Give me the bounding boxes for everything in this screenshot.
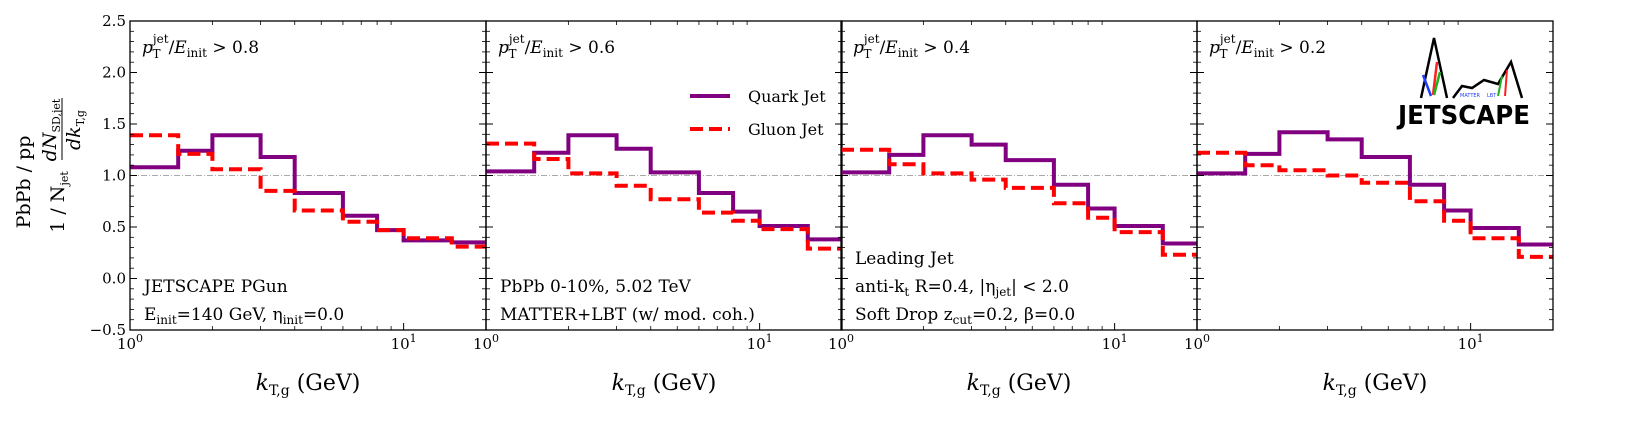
x-axis-title: kT,g (GeV)	[1323, 371, 1428, 399]
annotation-line: anti-kt R=0.4, |ηjet| < 2.0	[855, 277, 1069, 299]
x-tick-label: 101	[391, 332, 417, 353]
svg-text:1 / Njet: 1 / Njet	[47, 171, 71, 233]
logo-small-label: MATTER	[1460, 93, 1481, 99]
annotation-line: MATTER+LBT (w/ mod. coh.)	[500, 305, 755, 325]
y-title-quantity: 1 / Njet dNSD,jet dkT,g	[39, 98, 87, 233]
panel-3: 100 101 kT,g (GeV) pjet T/Einit > 0.4 Leading…	[828, 20, 1198, 399]
x-tick-label: 101	[1102, 332, 1128, 353]
logo-blue-line-icon	[1421, 74, 1433, 97]
x-tick-label: 100	[1184, 332, 1210, 353]
y-tick-label: 2.5	[102, 12, 126, 30]
x-axis-title: kT,g (GeV)	[612, 371, 717, 399]
annotation-line: Einit=140 GeV, ηinit=0.0	[144, 305, 344, 327]
gluon-jet-series	[1197, 150, 1553, 259]
logo-text: JETSCAPE	[1396, 101, 1530, 131]
cut-label: pjet T/Einit > 0.8	[142, 32, 259, 61]
x-axis-title: kT,g (GeV)	[967, 371, 1072, 399]
annotation-line: Leading Jet	[855, 249, 954, 269]
logo-red-line-2-icon	[1504, 69, 1508, 97]
panel-4: 100 101 kT,g (GeV) pjet T/Einit > 0.2	[1184, 20, 1554, 399]
jetscape-logo: MATTER LBT JETSCAPE	[1396, 37, 1530, 131]
panel-2: 100 101 kT,g (GeV) pjet T/Einit > 0.6 PbPb 0-…	[473, 20, 843, 399]
gluon-jet-series	[486, 141, 842, 251]
cut-label: pjet T/Einit > 0.4	[853, 32, 970, 61]
y-tick-label: 0.0	[102, 270, 126, 288]
x-tick-label: 101	[1458, 332, 1484, 353]
logo-red-line-icon	[1431, 61, 1439, 96]
legend-label-gluon: Gluon Jet	[748, 120, 824, 139]
y-tick-label: 1.5	[102, 115, 126, 133]
y-tick-label: 0.5	[102, 218, 126, 236]
quark-jet-series	[841, 133, 1197, 246]
quark-jet-series	[486, 133, 842, 242]
x-axis-title: kT,g (GeV)	[256, 371, 361, 399]
quark-jet-series	[130, 133, 486, 245]
logo-green-line-icon	[1432, 71, 1442, 96]
svg-text:dkT,g: dkT,g	[63, 110, 87, 150]
y-axis-title: PbPb / pp 1 / Njet dNSD,jet dkT,g	[13, 98, 87, 233]
annotation-line: JETSCAPE PGun	[142, 277, 288, 297]
annotation-line: PbPb 0-10%, 5.02 TeV	[500, 277, 692, 297]
cut-label: pjet T/Einit > 0.2	[1209, 32, 1326, 61]
gluon-jet-series	[841, 147, 1197, 257]
y-tick-label: 2.0	[102, 64, 126, 82]
y-tick-label: −0.5	[90, 321, 126, 339]
legend-label-quark: Quark Jet	[748, 87, 826, 106]
cut-label: pjet T/Einit > 0.6	[498, 32, 615, 61]
x-tick-label: 100	[828, 332, 854, 353]
logo-small-label: LBT	[1487, 93, 1497, 99]
x-tick-label: 101	[747, 332, 773, 353]
legend: Quark Jet Gluon Jet	[690, 87, 826, 139]
panels: −0.5 0.0 0.5 1.0 1.5 2.0 2.5 100 101 kT,g (GeV) pj…	[90, 12, 1554, 399]
annotation-line: Soft Drop zcut=0.2, β=0.0	[855, 305, 1075, 327]
quark-jet-series	[1197, 130, 1553, 247]
y-tick-label: 1.0	[102, 167, 126, 185]
x-tick-label: 100	[473, 332, 499, 353]
panel-1: −0.5 0.0 0.5 1.0 1.5 2.0 2.5 100 101 kT,g (GeV) pj…	[90, 12, 487, 399]
x-tick-label: 100	[117, 332, 143, 353]
svg-text:dNSD,jet: dNSD,jet	[39, 98, 63, 161]
logo-green-line-2-icon	[1497, 75, 1503, 97]
gluon-jet-series	[130, 133, 486, 249]
y-title-ratio: PbPb / pp	[13, 136, 35, 229]
